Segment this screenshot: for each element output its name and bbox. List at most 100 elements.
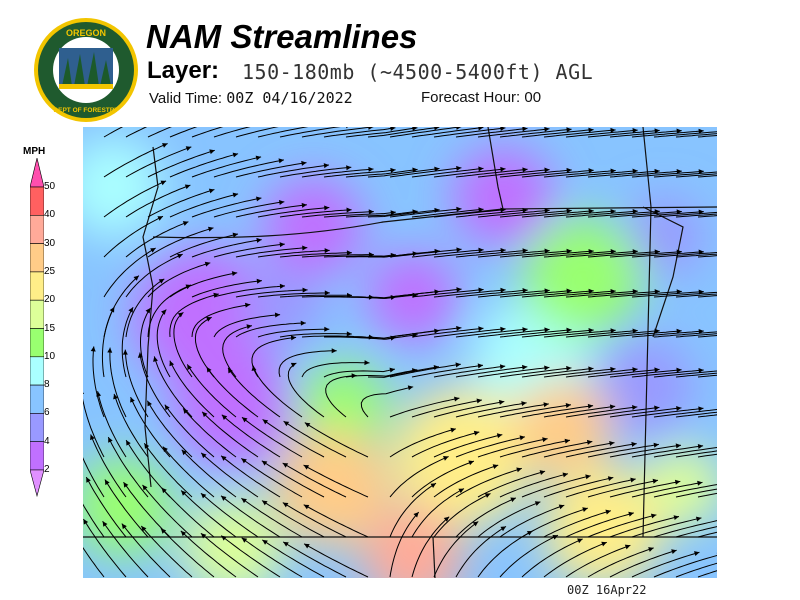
streamline-arrow	[144, 443, 150, 449]
streamline-arrow	[478, 287, 484, 293]
streamline-arrow	[601, 541, 607, 547]
streamline	[631, 251, 704, 258]
streamline-arrow	[521, 401, 527, 407]
streamline	[191, 197, 262, 218]
streamline	[543, 442, 615, 458]
streamline-arrow	[566, 365, 572, 371]
streamline	[609, 130, 682, 138]
streamline-arrow	[500, 127, 506, 131]
streamline	[251, 336, 297, 378]
streamline-arrow	[544, 365, 550, 371]
streamline-arrow	[477, 363, 483, 369]
streamline	[499, 329, 572, 338]
streamline	[433, 168, 506, 178]
streamline-arrow	[566, 167, 572, 173]
streamline-arrow	[279, 242, 285, 248]
streamline	[477, 169, 550, 178]
streamline	[97, 391, 127, 458]
streamline-arrow	[500, 326, 506, 332]
streamline	[262, 418, 325, 458]
streamline-arrow	[121, 523, 127, 530]
streamline-arrow	[123, 482, 129, 488]
streamline	[499, 404, 572, 418]
streamline-arrow	[241, 458, 247, 464]
streamline	[213, 285, 286, 298]
streamline-arrow	[162, 446, 168, 453]
streamline-arrow	[456, 325, 462, 331]
streamline	[213, 314, 281, 338]
streamline	[303, 543, 369, 578]
streamline-arrow	[544, 327, 550, 333]
streamline-arrow	[492, 464, 499, 470]
streamline-arrow	[588, 208, 594, 214]
streamline	[323, 254, 396, 258]
streamline	[147, 149, 215, 178]
streamline	[455, 249, 528, 258]
streamline	[543, 368, 616, 378]
streamline-arrow	[610, 288, 616, 294]
streamline	[697, 134, 717, 138]
streamline-arrow	[324, 326, 330, 332]
streamline-arrow	[283, 421, 290, 427]
streamline	[675, 450, 717, 458]
streamline	[609, 407, 682, 418]
streamline	[609, 170, 682, 178]
streamline-arrow	[654, 405, 660, 411]
streamline-arrow	[456, 165, 462, 171]
streamline	[631, 551, 700, 578]
streamline-arrow	[262, 500, 268, 506]
streamline-arrow	[610, 328, 616, 334]
streamline-arrow	[676, 328, 682, 334]
streamline	[631, 291, 704, 298]
streamline-arrow	[698, 367, 704, 373]
streamline	[241, 457, 303, 498]
streamline-arrow	[522, 248, 528, 254]
streamline-arrow	[544, 127, 550, 132]
streamline	[521, 538, 583, 578]
streamline	[477, 209, 550, 218]
legend-tick-label: 50	[44, 181, 56, 192]
streamline	[191, 127, 224, 138]
streamline-arrow	[610, 249, 616, 255]
streamline-arrow	[221, 495, 227, 501]
streamline	[697, 453, 717, 458]
streamline-arrow	[241, 537, 248, 543]
streamline-arrow	[566, 248, 572, 254]
streamline	[609, 444, 682, 458]
streamline-arrow	[181, 490, 187, 496]
streamline	[235, 127, 279, 138]
streamline	[455, 402, 527, 418]
streamline-arrow	[301, 202, 307, 208]
streamline	[169, 233, 239, 258]
streamline	[565, 368, 638, 378]
streamline	[565, 330, 638, 338]
streamline	[653, 409, 717, 418]
streamline	[565, 443, 637, 458]
streamline-arrow	[516, 467, 522, 473]
streamline-arrow	[456, 247, 462, 253]
streamline	[411, 127, 484, 138]
streamline	[103, 127, 124, 138]
streamline-arrow	[519, 435, 525, 441]
streamline	[653, 447, 717, 458]
streamline	[241, 497, 303, 538]
page-title: NAM Streamlines	[146, 18, 418, 55]
streamline	[521, 441, 593, 458]
streamline-arrow	[566, 208, 572, 214]
streamline	[200, 532, 259, 578]
streamline	[521, 329, 594, 338]
streamline-arrow	[695, 516, 702, 522]
streamline-arrow	[390, 167, 396, 173]
streamline	[499, 290, 572, 298]
map-timestamp: 00Z 16Apr22	[567, 583, 647, 597]
valid-time-label: Valid Time:	[149, 90, 223, 107]
streamline-arrow	[256, 237, 262, 243]
streamline-arrow	[184, 184, 191, 190]
streamline	[206, 366, 259, 418]
wind-speed-shading	[363, 507, 463, 578]
streamline	[455, 366, 528, 378]
streamline-arrow	[434, 166, 440, 172]
streamline	[697, 492, 717, 498]
streamline	[180, 490, 237, 538]
streamline-arrow	[607, 476, 614, 482]
